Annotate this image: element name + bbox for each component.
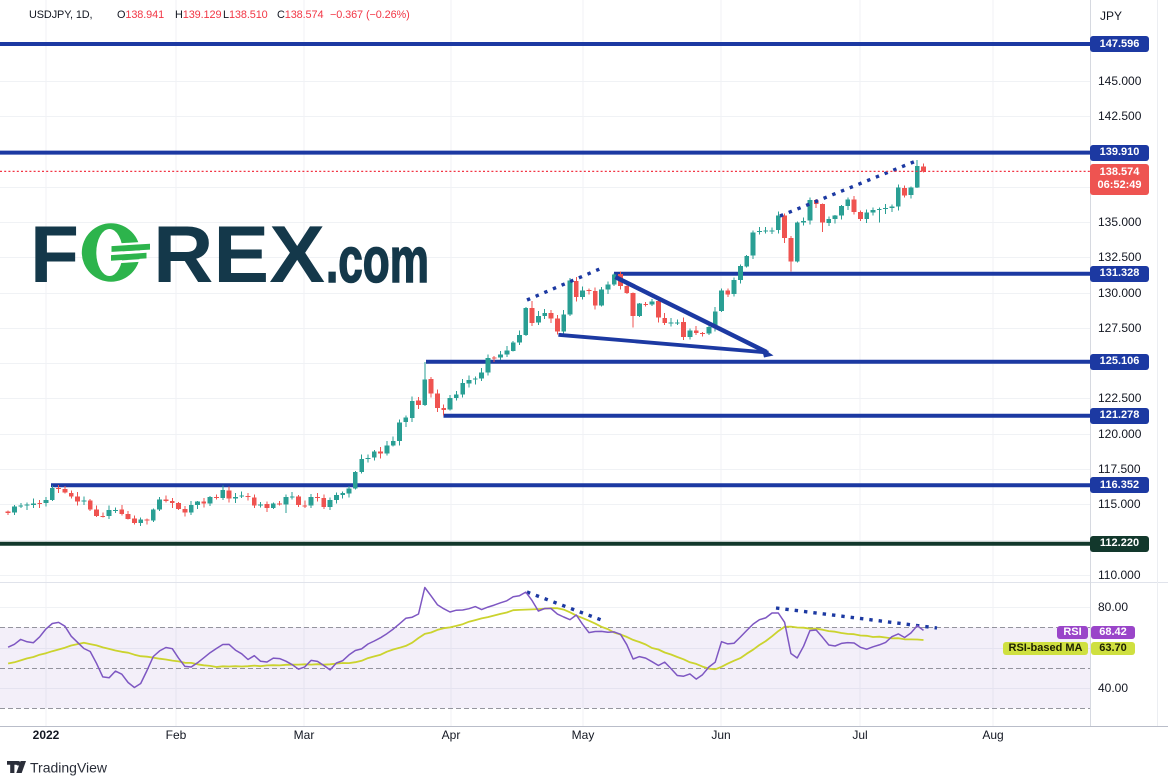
svg-text:F: F bbox=[30, 210, 79, 300]
svg-text:REX: REX bbox=[153, 210, 325, 300]
svg-text:.com: .com bbox=[326, 224, 429, 296]
svg-text:TradingView: TradingView bbox=[30, 760, 108, 776]
